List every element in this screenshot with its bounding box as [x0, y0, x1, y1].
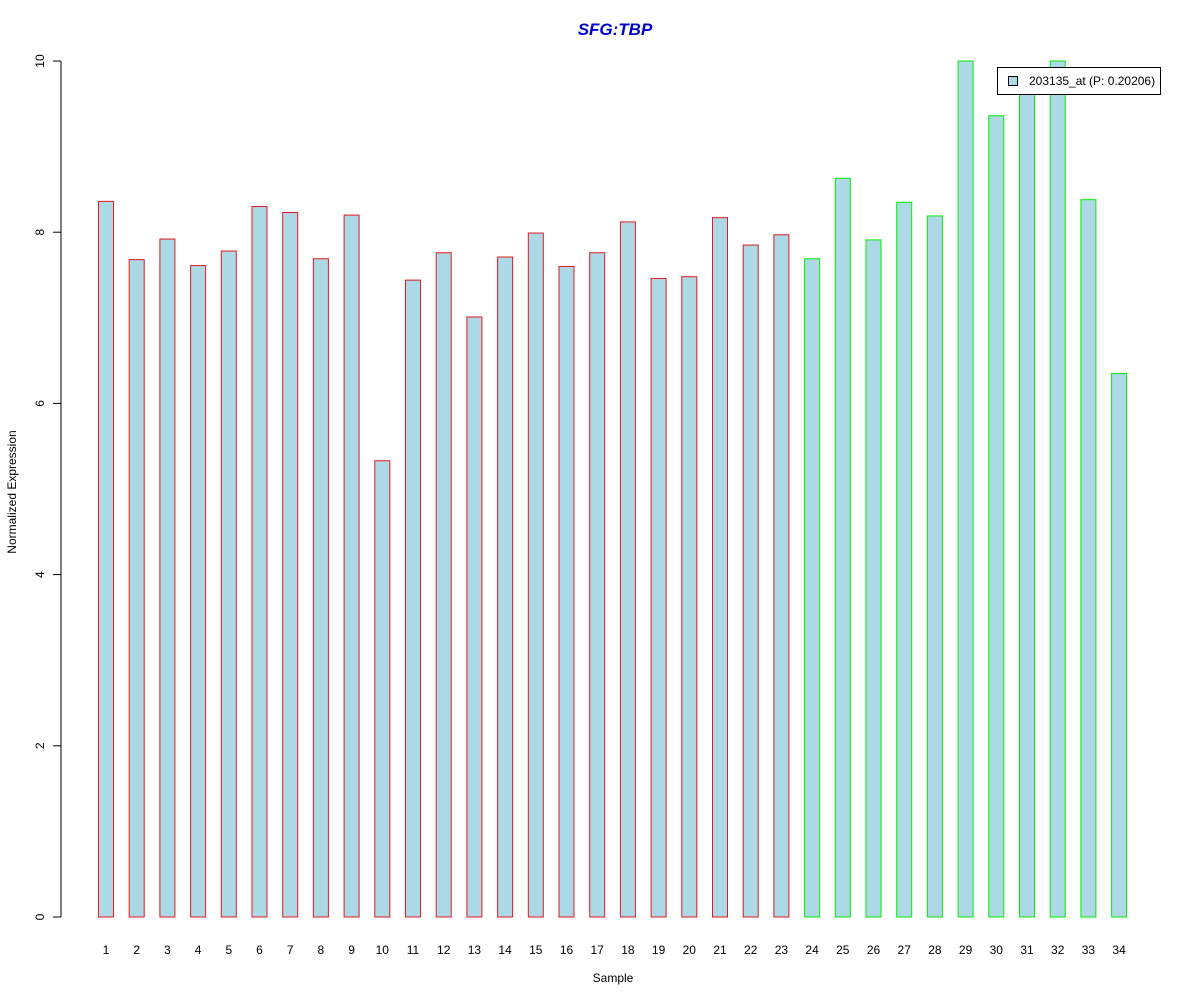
y-tick-label: 4	[33, 571, 47, 578]
x-tick-label: 15	[529, 943, 543, 957]
bar	[681, 276, 698, 918]
x-tick-label: 14	[498, 943, 512, 957]
x-tick-label: 24	[805, 943, 819, 957]
x-tick-label: 30	[990, 943, 1004, 957]
bar	[865, 239, 882, 918]
x-tick-label: 12	[437, 943, 451, 957]
y-axis: 0 2 4 6 8 10	[33, 54, 62, 920]
bar	[497, 256, 514, 918]
x-tick-label: 33	[1082, 943, 1096, 957]
legend-swatch	[1008, 76, 1018, 86]
x-tick-label: 4	[195, 943, 202, 957]
y-tick-label: 6	[33, 400, 47, 407]
x-tick-label: 8	[318, 943, 325, 957]
x-tick-label: 34	[1112, 943, 1126, 957]
bar	[1111, 372, 1128, 918]
x-tick-label: 25	[836, 943, 850, 957]
x-tick-label: 28	[928, 943, 942, 957]
bar	[619, 221, 636, 918]
x-tick-label: 11	[407, 943, 420, 957]
bar	[589, 252, 606, 918]
x-tick-label: 29	[959, 943, 973, 957]
bar	[190, 265, 207, 918]
y-tick-label: 2	[33, 742, 47, 749]
x-tick-label: 21	[713, 943, 727, 957]
bar	[435, 252, 452, 918]
bar	[466, 316, 483, 918]
x-tick-label: 5	[225, 943, 232, 957]
x-tick-label: 32	[1051, 943, 1065, 957]
bar	[405, 279, 421, 918]
x-tick-label: 20	[683, 943, 697, 957]
bar	[988, 115, 1005, 918]
x-tick-label: 7	[287, 943, 294, 957]
x-tick-label: 26	[867, 943, 881, 957]
x-tick-label: 31	[1020, 943, 1034, 957]
x-axis-label: Sample	[592, 971, 634, 985]
bar	[926, 215, 943, 918]
x-tick-label: 1	[103, 943, 110, 957]
bar	[98, 200, 114, 918]
bar	[834, 177, 851, 918]
x-tick-label: 27	[898, 943, 912, 957]
bar	[343, 214, 360, 918]
bar	[282, 212, 299, 918]
x-tick-label: 3	[164, 943, 171, 957]
x-tick-label: 2	[133, 943, 140, 957]
x-tick-label: 16	[560, 943, 574, 957]
x-tick-label: 13	[468, 943, 482, 957]
bar	[1019, 93, 1035, 918]
x-tick-label: 19	[652, 943, 666, 957]
bar	[374, 460, 391, 918]
bar	[773, 234, 790, 918]
bar	[742, 244, 759, 918]
bar	[128, 259, 145, 918]
x-tick-labels: 1 2 3 4 5 6 7 8 9 10 11 12 13 14 15 16 17 18 19 20 21 22 23 24 2…	[103, 943, 1126, 957]
bar	[527, 232, 544, 918]
y-tick-label: 0	[33, 913, 47, 920]
bar	[312, 258, 329, 918]
bar	[251, 206, 268, 918]
y-axis-label: Normalized Expression	[5, 430, 19, 554]
x-tick-label: 18	[621, 943, 635, 957]
legend-label: 203135_at (P: 0.20206)	[1029, 74, 1156, 88]
x-tick-label: 23	[775, 943, 789, 957]
x-tick-label: 10	[376, 943, 390, 957]
chart-title: SFG:TBP	[577, 20, 653, 39]
bars	[98, 60, 1128, 918]
bar	[957, 60, 974, 918]
x-tick-label: 22	[744, 943, 758, 957]
bar	[650, 277, 667, 918]
x-tick-label: 17	[591, 943, 605, 957]
bar	[712, 217, 728, 918]
x-tick-label: 9	[348, 943, 355, 957]
bar	[1080, 199, 1097, 918]
y-tick-label: 8	[33, 229, 47, 236]
bar	[1049, 60, 1066, 918]
bar	[896, 201, 913, 918]
bar	[220, 250, 237, 918]
bar	[804, 258, 821, 918]
legend: 203135_at (P: 0.20206)	[997, 67, 1161, 95]
x-tick-label: 6	[256, 943, 263, 957]
y-tick-label: 10	[33, 54, 47, 68]
bar	[558, 265, 575, 918]
bar	[159, 238, 176, 918]
